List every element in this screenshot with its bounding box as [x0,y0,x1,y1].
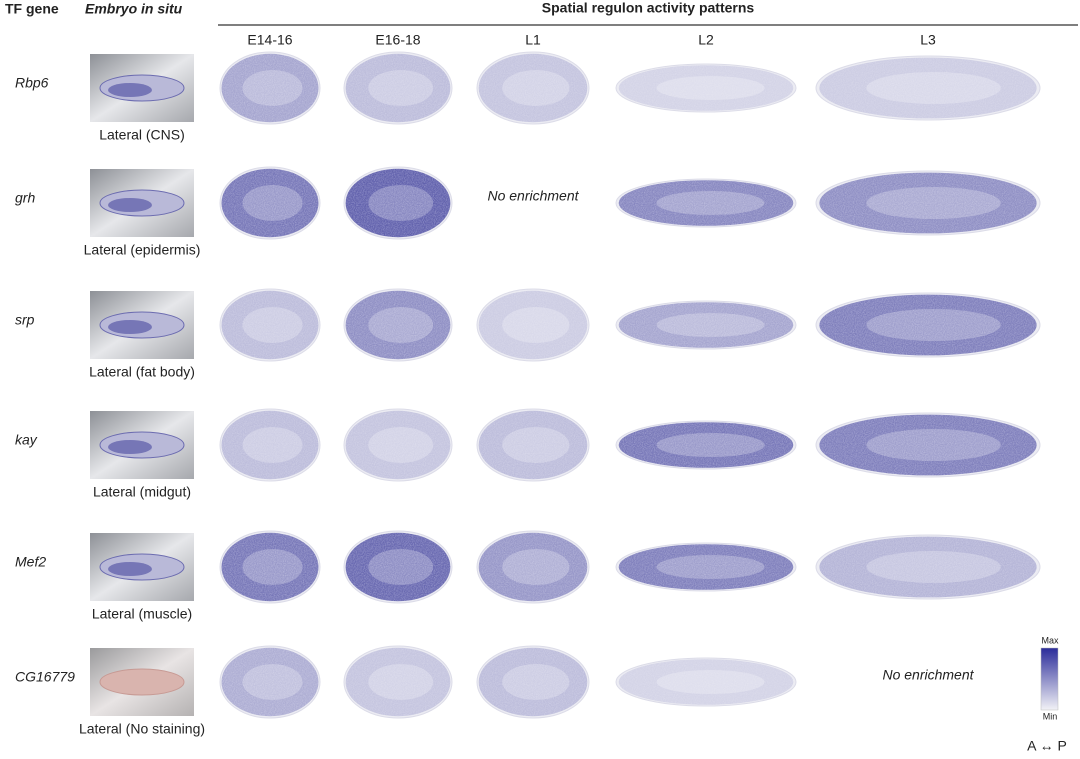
embryo-core [866,309,1001,341]
embryo-activity [221,647,319,717]
embryo-activity [618,659,794,705]
embryo-core [502,427,570,463]
gene-name: Mef2 [15,554,46,570]
embryo-activity [345,647,451,717]
stage-label: E16-18 [375,32,420,48]
insitu-label: Lateral (CNS) [99,127,185,143]
embryo-core [656,191,765,215]
embryo-core [368,307,434,343]
embryo-core [866,187,1001,219]
colorbar-min: Min [1043,711,1058,721]
insitu-label: Lateral (No staining) [79,721,205,737]
colorbar [1040,647,1059,711]
embryo-core [656,313,765,337]
embryo-activity [221,53,319,123]
gene-column-header: TF gene [5,1,59,17]
stage-label: L3 [920,32,936,48]
embryo-activity [478,53,588,123]
colorbar-max: Max [1041,635,1059,645]
embryo-core [866,551,1001,583]
gene-name: grh [15,190,35,206]
embryo-core [656,76,765,100]
embryo-core [368,427,434,463]
embryo-core [368,664,434,700]
gene-name: Rbp6 [15,75,49,91]
insitu-stain [108,440,152,454]
embryo-activity [478,532,588,602]
embryo-core [368,185,434,221]
embryo-activity [221,532,319,602]
insitu-stain [108,83,152,97]
embryo-core [502,664,570,700]
figure-title: Spatial regulon activity patterns [542,0,755,16]
axis-orientation: A ↔ P [1027,738,1067,754]
embryo-activity [478,647,588,717]
insitu-embryo [99,668,185,696]
embryo-activity [221,290,319,360]
embryo-activity [819,536,1037,598]
embryo-activity [618,422,794,468]
embryo-core [368,70,434,106]
insitu-stain [108,562,152,576]
insitu-column-header: Embryo in situ [85,1,183,17]
embryo-activity [345,410,451,480]
embryo-activity [618,544,794,590]
embryo-core [242,549,303,585]
gene-name: srp [15,312,35,328]
embryo-core [242,664,303,700]
embryo-core [242,185,303,221]
embryo-core [242,307,303,343]
embryo-activity [618,180,794,226]
gene-name: kay [15,432,38,448]
embryo-activity [345,53,451,123]
stage-label: L1 [525,32,541,48]
embryo-activity [478,290,588,360]
stage-label: E14-16 [247,32,292,48]
embryo-activity [819,172,1037,234]
insitu-stain [108,198,152,212]
embryo-activity [345,290,451,360]
embryo-core [866,429,1001,461]
embryo-core [656,670,765,694]
embryo-activity [819,294,1037,356]
insitu-label: Lateral (muscle) [92,606,192,622]
embryo-activity [618,302,794,348]
embryo-activity [221,410,319,480]
insitu-label: Lateral (midgut) [93,484,191,500]
embryo-core [502,549,570,585]
embryo-activity [618,65,794,111]
embryo-activity [478,410,588,480]
embryo-core [502,70,570,106]
no-enrichment: No enrichment [882,667,974,683]
embryo-core [866,72,1001,104]
embryo-activity [345,168,451,238]
embryo-core [656,555,765,579]
embryo-core [242,70,303,106]
no-enrichment: No enrichment [487,188,579,204]
gene-name: CG16779 [15,669,75,685]
embryo-core [502,307,570,343]
insitu-label: Lateral (epidermis) [84,242,201,258]
insitu-label: Lateral (fat body) [89,364,195,380]
embryo-activity [221,168,319,238]
embryo-activity [819,414,1037,476]
insitu-stain [108,320,152,334]
embryo-activity [345,532,451,602]
embryo-core [242,427,303,463]
embryo-core [656,433,765,457]
embryo-core [368,549,434,585]
stage-label: L2 [698,32,714,48]
embryo-activity [819,57,1037,119]
